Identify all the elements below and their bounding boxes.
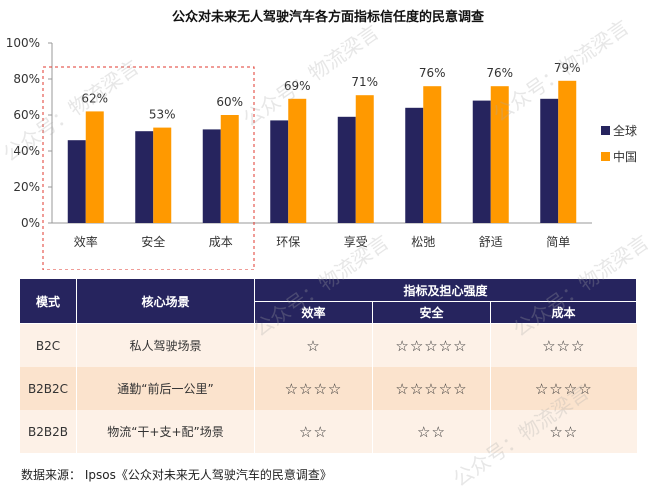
- y-tick-label: 60%: [13, 108, 40, 122]
- x-tick-label: 舒适: [479, 235, 503, 249]
- x-tick-label: 享受: [344, 234, 368, 249]
- y-tick-label: 80%: [13, 72, 40, 86]
- bar-china: [423, 86, 442, 223]
- legend-swatch: [601, 152, 610, 161]
- row-mode: B2B2C: [19, 367, 77, 410]
- table-row: B2C 私人驾驶场景 ☆ ☆☆☆☆☆ ☆☆☆: [19, 323, 637, 367]
- cost-stars: ☆☆☆☆: [489, 367, 637, 410]
- y-tick-label: 40%: [13, 144, 40, 158]
- data-label: 69%: [284, 79, 311, 93]
- data-label: 79%: [554, 61, 581, 75]
- x-tick-label: 效率: [74, 234, 98, 249]
- efficiency-stars: ☆☆☆☆: [254, 367, 373, 410]
- header-efficiency: 效率: [254, 301, 373, 324]
- y-tick-label: 100%: [6, 36, 40, 50]
- data-label: 53%: [149, 108, 176, 122]
- data-label: 60%: [216, 95, 243, 109]
- bar-chart: 公众对未来无人驾驶汽车各方面指标信任度的民意调查 0% 20% 40% 60% 80% 1…: [6, 9, 637, 270]
- bar-global: [337, 116, 356, 223]
- row-scene: 私人驾驶场景: [76, 323, 255, 367]
- cost-stars: ☆☆: [489, 410, 637, 453]
- data-label: 62%: [81, 91, 108, 105]
- bar-china: [85, 111, 104, 223]
- header-scene: 核心场景: [76, 278, 255, 324]
- cost-stars: ☆☆☆: [489, 323, 637, 367]
- bar-global: [270, 120, 289, 223]
- row-mode: B2C: [19, 323, 77, 367]
- bar-global: [135, 131, 154, 223]
- bar-china: [355, 95, 374, 223]
- x-tick-label: 松弛: [411, 235, 435, 249]
- y-tick-label: 0%: [21, 216, 40, 230]
- safety-stars: ☆☆☆☆☆: [372, 367, 491, 410]
- safety-stars: ☆☆: [372, 410, 491, 453]
- chart-title: 公众对未来无人驾驶汽车各方面指标信任度的民意调查: [172, 9, 485, 25]
- highlight-box: [42, 66, 255, 270]
- header-cost: 成本: [489, 301, 638, 324]
- bar-china: [558, 80, 577, 223]
- bar-china: [153, 127, 172, 223]
- bar-china: [288, 98, 307, 223]
- row-scene: 通勤“前后一公里”: [76, 367, 255, 410]
- bar-global: [202, 129, 221, 223]
- bar-china: [490, 86, 509, 223]
- efficiency-stars: ☆: [254, 323, 373, 367]
- x-tick-label: 安全: [141, 234, 165, 249]
- x-tick-label: 环保: [276, 235, 300, 249]
- safety-stars: ☆☆☆☆☆: [372, 323, 491, 367]
- header-safety: 安全: [372, 301, 491, 324]
- bar-china: [220, 115, 239, 223]
- table-row: B2B2B 物流“干+支+配”场景 ☆☆ ☆☆ ☆☆: [19, 410, 637, 453]
- source-note: 数据来源： Ipsos《公众对未来无人驾驶汽车的民意调查》: [21, 468, 332, 482]
- efficiency-stars: ☆☆: [254, 410, 373, 453]
- data-label: 76%: [486, 66, 513, 80]
- row-mode: B2B2B: [19, 410, 77, 453]
- legend-label: 中国: [613, 149, 637, 164]
- bar-global: [405, 107, 424, 223]
- legend-swatch: [601, 126, 610, 135]
- x-tick-label: 成本: [209, 235, 233, 249]
- indicator-table: 模式 核心场景 指标及担心强度 效率 安全 成本 B2C 私人驾驶场景 ☆ ☆☆…: [19, 278, 638, 453]
- bar-global: [472, 100, 491, 223]
- row-scene: 物流“干+支+配”场景: [76, 410, 255, 453]
- table-row: B2B2C 通勤“前后一公里” ☆☆☆☆ ☆☆☆☆☆ ☆☆☆☆: [19, 367, 637, 410]
- y-tick-label: 20%: [13, 180, 40, 194]
- data-label: 76%: [419, 66, 446, 80]
- bar-global: [540, 98, 559, 223]
- legend-label: 全球: [613, 123, 637, 138]
- header-indicator-group: 指标及担心强度: [253, 278, 638, 302]
- x-tick-label: 简单: [546, 235, 570, 249]
- data-label: 71%: [351, 75, 378, 89]
- bar-global: [67, 140, 86, 223]
- header-mode: 模式: [19, 278, 77, 324]
